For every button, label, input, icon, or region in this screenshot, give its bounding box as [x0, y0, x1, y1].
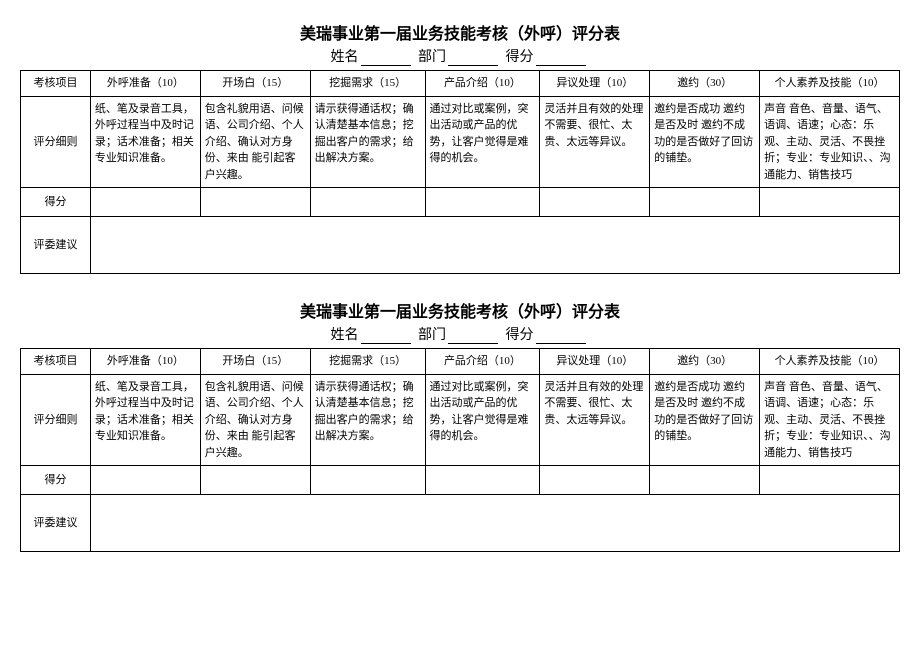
col-header: 外呼准备（10） [90, 71, 200, 97]
suggest-cell [90, 217, 899, 274]
name-blank [361, 329, 411, 344]
score-cell [200, 466, 310, 495]
score-blank [536, 51, 586, 66]
score-cell [90, 466, 200, 495]
detail-label: 评分细则 [21, 96, 91, 188]
header-row: 考核项目 外呼准备（10） 开场白（15） 挖掘需求（15） 产品介绍（10） … [21, 349, 900, 375]
name-blank [361, 51, 411, 66]
col-header: 邀约（30） [650, 71, 760, 97]
score-cell [540, 466, 650, 495]
col-header: 邀约（30） [650, 349, 760, 375]
score-label: 得分 [506, 328, 534, 343]
score-cell [310, 466, 425, 495]
detail-cell: 灵活并且有效的处理不需要、很忙、太贵、太远等异议。 [540, 374, 650, 466]
category-label: 考核项目 [21, 71, 91, 97]
dept-label: 部门 [418, 328, 446, 343]
detail-cell: 灵活并且有效的处理不需要、很忙、太贵、太远等异议。 [540, 96, 650, 188]
detail-cell: 邀约是否成功 邀约是否及时 邀约不成功的是否做好了回访的铺垫。 [650, 96, 760, 188]
col-header: 产品介绍（10） [425, 349, 540, 375]
detail-cell: 请示获得通话权；确认清楚基本信息；挖掘出客户的需求；给出解决方案。 [310, 374, 425, 466]
form-subtitle: 姓名 部门 得分 [20, 46, 900, 66]
col-header: 挖掘需求（15） [310, 349, 425, 375]
col-header: 个人素养及技能（10） [760, 71, 900, 97]
score-cell [200, 188, 310, 217]
detail-cell: 声音 音色、音量、语气、语调、语速；心态：乐观、主动、灵活、不畏挫折；专业：专业… [760, 96, 900, 188]
name-label: 姓名 [331, 328, 359, 343]
score-label-cell: 得分 [21, 188, 91, 217]
col-header: 开场白（15） [200, 71, 310, 97]
scoring-form-1: 美瑞事业第一届业务技能考核（外呼）评分表 姓名 部门 得分 考核项目 外呼准备（… [20, 20, 900, 274]
suggest-row: 评委建议 [21, 217, 900, 274]
col-header: 异议处理（10） [540, 71, 650, 97]
dept-blank [448, 329, 498, 344]
dept-blank [448, 51, 498, 66]
score-cell [425, 188, 540, 217]
score-row: 得分 [21, 188, 900, 217]
detail-row: 评分细则 纸、笔及录音工具，外呼过程当中及时记录；话术准备；相关专业知识准备。 … [21, 374, 900, 466]
detail-cell: 通过对比或案例，突出活动或产品的优势，让客户觉得是难得的机会。 [425, 96, 540, 188]
detail-cell: 声音 音色、音量、语气、语调、语速；心态：乐观、主动、灵活、不畏挫折；专业：专业… [760, 374, 900, 466]
detail-cell: 邀约是否成功 邀约是否及时 邀约不成功的是否做好了回访的铺垫。 [650, 374, 760, 466]
score-cell [650, 188, 760, 217]
detail-cell: 纸、笔及录音工具，外呼过程当中及时记录；话术准备；相关专业知识准备。 [90, 374, 200, 466]
score-blank [536, 329, 586, 344]
suggest-label: 评委建议 [21, 217, 91, 274]
name-label: 姓名 [331, 50, 359, 65]
suggest-cell [90, 495, 899, 552]
score-label-cell: 得分 [21, 466, 91, 495]
dept-label: 部门 [418, 50, 446, 65]
score-cell [425, 466, 540, 495]
detail-row: 评分细则 纸、笔及录音工具，外呼过程当中及时记录；话术准备；相关专业知识准备。 … [21, 96, 900, 188]
detail-cell: 请示获得通话权；确认清楚基本信息；挖掘出客户的需求；给出解决方案。 [310, 96, 425, 188]
form-title: 美瑞事业第一届业务技能考核（外呼）评分表 [20, 298, 900, 322]
col-header: 开场白（15） [200, 349, 310, 375]
score-cell [760, 188, 900, 217]
detail-cell: 通过对比或案例，突出活动或产品的优势，让客户觉得是难得的机会。 [425, 374, 540, 466]
col-header: 个人素养及技能（10） [760, 349, 900, 375]
detail-cell: 包含礼貌用语、问候语、公司介绍、个人介绍、确认对方身份、来由 能引起客户兴趣。 [200, 96, 310, 188]
score-cell [90, 188, 200, 217]
score-cell [310, 188, 425, 217]
form-title: 美瑞事业第一届业务技能考核（外呼）评分表 [20, 20, 900, 44]
score-cell [650, 466, 760, 495]
score-cell [760, 466, 900, 495]
score-label: 得分 [506, 50, 534, 65]
col-header: 外呼准备（10） [90, 349, 200, 375]
detail-label: 评分细则 [21, 374, 91, 466]
suggest-label: 评委建议 [21, 495, 91, 552]
col-header: 异议处理（10） [540, 349, 650, 375]
detail-cell: 包含礼貌用语、问候语、公司介绍、个人介绍、确认对方身份、来由 能引起客户兴趣。 [200, 374, 310, 466]
scoring-table: 考核项目 外呼准备（10） 开场白（15） 挖掘需求（15） 产品介绍（10） … [20, 70, 900, 274]
header-row: 考核项目 外呼准备（10） 开场白（15） 挖掘需求（15） 产品介绍（10） … [21, 71, 900, 97]
col-header: 产品介绍（10） [425, 71, 540, 97]
form-subtitle: 姓名 部门 得分 [20, 324, 900, 344]
category-label: 考核项目 [21, 349, 91, 375]
suggest-row: 评委建议 [21, 495, 900, 552]
score-cell [540, 188, 650, 217]
col-header: 挖掘需求（15） [310, 71, 425, 97]
scoring-table: 考核项目 外呼准备（10） 开场白（15） 挖掘需求（15） 产品介绍（10） … [20, 348, 900, 552]
scoring-form-2: 美瑞事业第一届业务技能考核（外呼）评分表 姓名 部门 得分 考核项目 外呼准备（… [20, 298, 900, 552]
score-row: 得分 [21, 466, 900, 495]
detail-cell: 纸、笔及录音工具，外呼过程当中及时记录；话术准备；相关专业知识准备。 [90, 96, 200, 188]
